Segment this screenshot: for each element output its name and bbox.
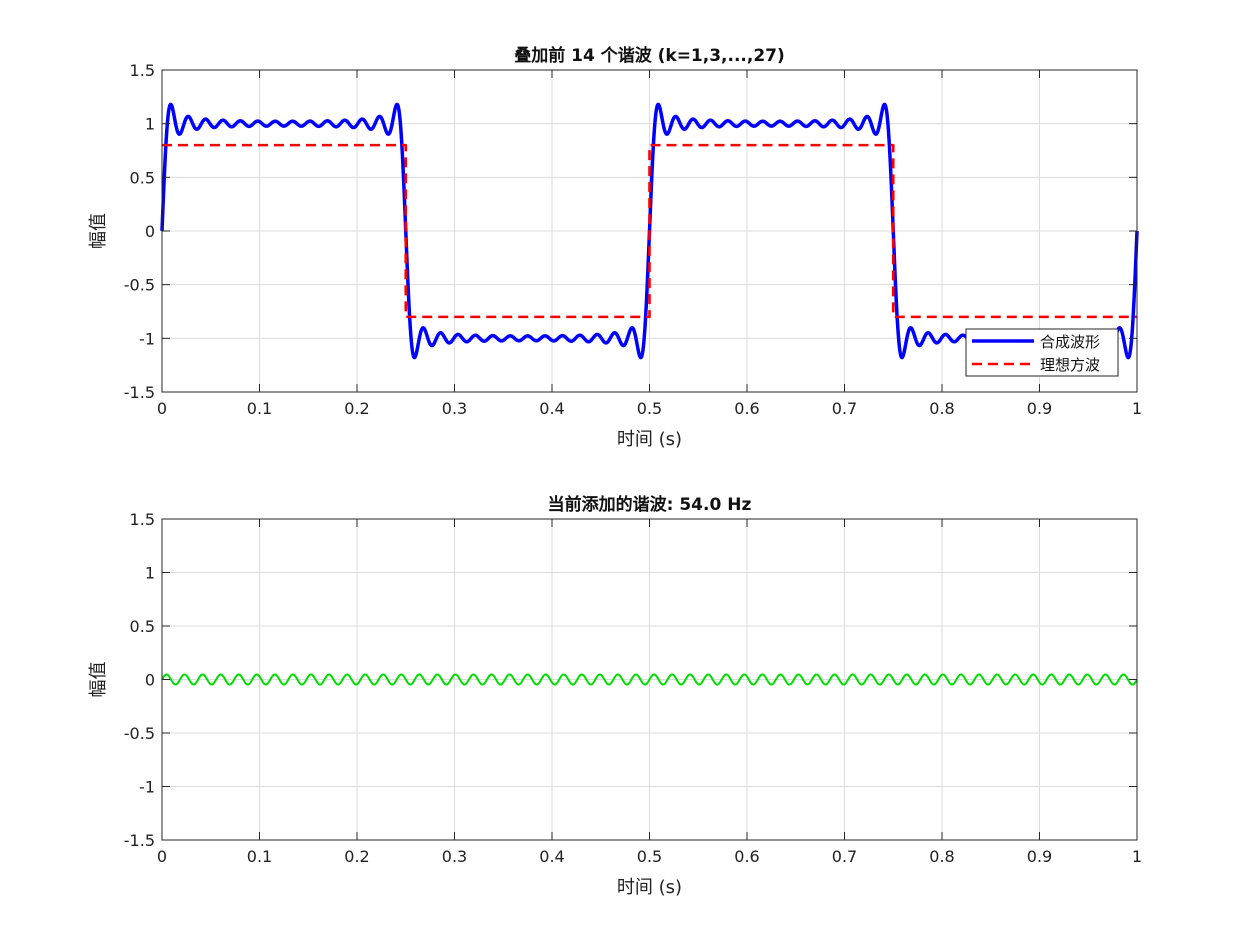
x-tick-label: 1 [1132, 847, 1142, 866]
x-tick-label: 0.3 [442, 399, 467, 418]
y-tick-label: 0.5 [130, 617, 155, 636]
x-tick-label: 0.9 [1027, 847, 1052, 866]
top-legend: 合成波形 理想方波 [966, 329, 1118, 376]
x-tick-label: 0.8 [929, 399, 954, 418]
x-tick-label: 0.7 [832, 399, 857, 418]
x-tick-label: 0.9 [1027, 399, 1052, 418]
top-chart-title: 叠加前 14 个谐波 (k=1,3,...,27) [514, 45, 785, 66]
bottom-chart-title: 当前添加的谐波: 54.0 Hz [548, 494, 752, 515]
x-tick-label: 0.7 [832, 847, 857, 866]
y-tick-label: -1 [139, 329, 155, 348]
x-tick-label: 0.5 [637, 847, 662, 866]
x-tick-label: 0.3 [442, 847, 467, 866]
bottom-y-axis-label: 幅值 [88, 662, 109, 698]
x-tick-label: 0.1 [247, 399, 272, 418]
y-tick-label: 1.5 [130, 510, 155, 529]
y-tick-label: 1.5 [130, 61, 155, 80]
y-tick-label: -1.5 [124, 831, 155, 850]
x-tick-label: 0.2 [344, 847, 369, 866]
x-tick-label: 0.6 [734, 847, 759, 866]
x-tick-label: 0.6 [734, 399, 759, 418]
x-tick-label: 0.5 [637, 399, 662, 418]
top-y-axis-label: 幅值 [88, 213, 109, 249]
x-tick-label: 0 [157, 847, 167, 866]
legend-label-synth: 合成波形 [1040, 333, 1100, 351]
bottom-chart-panel: 0 0.1 0.2 0.3 0.4 0.5 0.6 0.7 0.8 0.9 1 -1.5 -1 -0.5 0… [88, 494, 1142, 898]
x-tick-label: 0.4 [539, 399, 564, 418]
top-chart-panel: 0 0.1 0.2 0.3 0.4 0.5 0.6 0.7 0.8 0.9 1 -1.5 -1 -0.5 0… [88, 45, 1142, 450]
x-tick-label: 0.4 [539, 847, 564, 866]
legend-label-ideal: 理想方波 [1040, 356, 1100, 374]
x-tick-label: 0 [157, 399, 167, 418]
x-tick-label: 0.2 [344, 399, 369, 418]
x-tick-label: 0.8 [929, 847, 954, 866]
y-tick-label: 1 [145, 115, 155, 134]
y-tick-label: -1.5 [124, 383, 155, 402]
x-tick-label: 1 [1132, 399, 1142, 418]
top-x-axis-label: 时间 (s) [617, 429, 682, 450]
y-tick-label: 0 [145, 671, 155, 690]
x-tick-label: 0.1 [247, 847, 272, 866]
y-tick-label: 1 [145, 564, 155, 583]
y-tick-label: 0 [145, 222, 155, 241]
y-tick-label: -0.5 [124, 724, 155, 743]
bottom-x-axis-label: 时间 (s) [617, 877, 682, 898]
y-tick-label: 0.5 [130, 168, 155, 187]
y-tick-label: -1 [139, 778, 155, 797]
y-tick-label: -0.5 [124, 276, 155, 295]
